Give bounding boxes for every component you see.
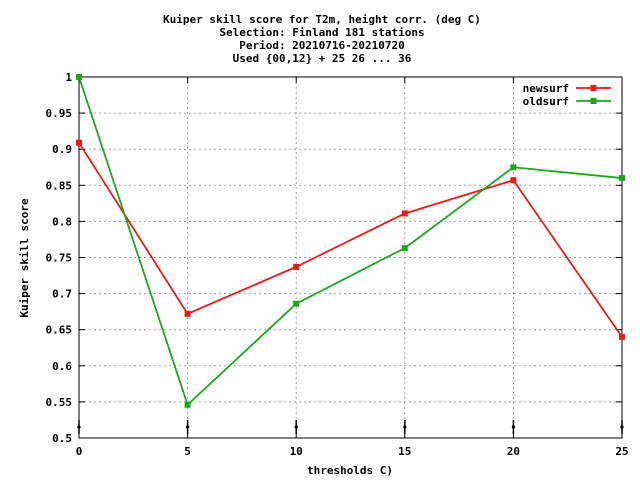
data-point-oldsurf [510,164,517,171]
data-point-newsurf [76,139,82,146]
series-layer [76,74,625,408]
baseline-marker-dot [186,425,190,429]
x-tick-label: 0 [76,445,83,458]
x-tick-label: 25 [615,445,628,458]
y-tick-label: 0.8 [52,215,72,228]
y-tick-label: 0.75 [46,252,73,265]
y-tick-label: 0.65 [46,324,73,337]
legend-label-oldsurf: oldsurf [523,95,569,108]
x-tick-label: 20 [507,445,520,458]
series-line-newsurf [78,142,623,338]
data-point-newsurf [184,310,191,317]
baseline-marker-dot [403,425,407,429]
y-axis-label: Kuiper skill score [18,198,31,318]
y-tick-label: 0.6 [52,360,72,373]
y-tick-label: 0.5 [52,432,72,445]
data-point-oldsurf [184,401,191,408]
series-line-oldsurf [78,76,623,407]
grid [79,77,622,438]
data-point-newsurf [619,333,625,340]
title-line-4: Used {00,12} + 25 26 ... 36 [233,52,412,65]
legend-marker-newsurf [590,85,597,91]
y-tick-label: 0.7 [52,288,72,301]
data-point-newsurf [510,177,517,184]
y-tick-label: 0.85 [46,179,73,192]
y-tick-label: 1 [65,71,72,84]
title-line-3: Period: 20210716-20210720 [239,39,405,52]
y-tick-label: 0.55 [46,396,73,409]
x-tick-label: 10 [290,445,303,458]
data-point-oldsurf [401,245,408,252]
title-line-1: Kuiper skill score for T2m, height corr.… [163,13,481,26]
chart-title: Kuiper skill score for T2m, height corr.… [163,13,481,65]
x-tick-label: 15 [398,445,411,458]
data-point-newsurf [293,263,300,270]
plot-frame [78,76,623,439]
baseline-marker-dot [294,425,298,429]
data-point-newsurf [401,210,408,217]
y-tick-label: 0.9 [52,143,72,156]
legend-label-newsurf: newsurf [523,82,569,95]
legend-marker-oldsurf [590,98,597,104]
y-tick-label: 0.95 [46,107,73,120]
data-point-oldsurf [76,74,82,80]
x-axis-label: thresholds C) [307,464,393,477]
title-line-2: Selection: Finland 181 stations [219,26,424,39]
data-point-oldsurf [619,175,625,182]
x-tick-label: 5 [184,445,191,458]
baseline-marker-dot [511,425,515,429]
data-point-oldsurf [293,300,300,307]
